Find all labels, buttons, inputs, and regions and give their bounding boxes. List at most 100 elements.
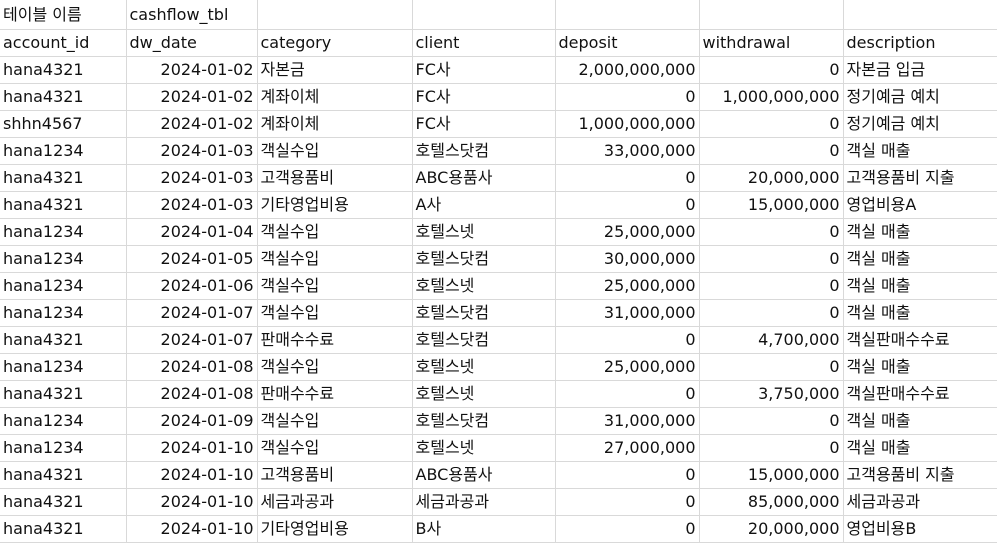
cell-description[interactable]: 영업비용A [843,191,997,219]
cell-withdrawal[interactable]: 0 [699,137,844,165]
empty-cell[interactable] [699,0,844,30]
cell-account-id[interactable]: hana1234 [0,272,127,300]
cell-client[interactable]: 호텔스닷컴 [412,326,556,354]
empty-cell[interactable] [555,0,700,30]
header-cell-withdrawal[interactable]: withdrawal [699,29,844,57]
cell-client[interactable]: 호텔스넷 [412,434,556,462]
cell-deposit[interactable]: 1,000,000,000 [555,110,700,138]
cell-category[interactable]: 계좌이체 [257,110,413,138]
cell-dw-date[interactable]: 2024-01-02 [126,83,258,111]
cell-category[interactable]: 계좌이체 [257,83,413,111]
cell-deposit[interactable]: 0 [555,380,700,408]
cell-client[interactable]: FC사 [412,83,556,111]
cell-client[interactable]: 호텔스닷컴 [412,245,556,273]
cell-description[interactable]: 객실 매출 [843,218,997,246]
cell-deposit[interactable]: 0 [555,164,700,192]
cell-withdrawal[interactable]: 0 [699,272,844,300]
cell-withdrawal[interactable]: 0 [699,353,844,381]
cell-deposit[interactable]: 25,000,000 [555,218,700,246]
cell-account-id[interactable]: hana1234 [0,407,127,435]
cell-dw-date[interactable]: 2024-01-04 [126,218,258,246]
cell-deposit[interactable]: 0 [555,83,700,111]
cell-category[interactable]: 객실수입 [257,137,413,165]
cell-withdrawal[interactable]: 0 [699,407,844,435]
cell-category[interactable]: 고객용품비 [257,461,413,489]
cell-description[interactable]: 객실판매수수료 [843,380,997,408]
cell-description[interactable]: 객실 매출 [843,272,997,300]
cell-account-id[interactable]: hana4321 [0,461,127,489]
cell-deposit[interactable]: 30,000,000 [555,245,700,273]
cell-withdrawal[interactable]: 20,000,000 [699,164,844,192]
cell-description[interactable]: 고객용품비 지출 [843,164,997,192]
cell-dw-date[interactable]: 2024-01-10 [126,434,258,462]
cell-deposit[interactable]: 0 [555,326,700,354]
cell-client[interactable]: 세금과공과 [412,488,556,516]
cell-dw-date[interactable]: 2024-01-10 [126,461,258,489]
cell-client[interactable]: 호텔스넷 [412,380,556,408]
cell-dw-date[interactable]: 2024-01-02 [126,56,258,84]
cell-dw-date[interactable]: 2024-01-06 [126,272,258,300]
cell-withdrawal[interactable]: 0 [699,56,844,84]
cell-category[interactable]: 기타영업비용 [257,515,413,543]
cell-description[interactable]: 세금과공과 [843,488,997,516]
cell-withdrawal[interactable]: 0 [699,218,844,246]
cell-dw-date[interactable]: 2024-01-09 [126,407,258,435]
cell-account-id[interactable]: hana1234 [0,299,127,327]
cell-description[interactable]: 객실 매출 [843,434,997,462]
cell-category[interactable]: 객실수입 [257,299,413,327]
cell-withdrawal[interactable]: 4,700,000 [699,326,844,354]
header-cell-category[interactable]: category [257,29,413,57]
cell-client[interactable]: 호텔스넷 [412,272,556,300]
cell-deposit[interactable]: 0 [555,191,700,219]
cell-category[interactable]: 객실수입 [257,353,413,381]
cell-account-id[interactable]: shhn4567 [0,110,127,138]
cell-dw-date[interactable]: 2024-01-10 [126,488,258,516]
cell-withdrawal[interactable]: 15,000,000 [699,191,844,219]
cell-client[interactable]: 호텔스넷 [412,353,556,381]
cell-description[interactable]: 자본금 입금 [843,56,997,84]
empty-cell[interactable] [412,0,556,30]
cell-description[interactable]: 영업비용B [843,515,997,543]
cell-dw-date[interactable]: 2024-01-07 [126,299,258,327]
cell-dw-date[interactable]: 2024-01-03 [126,164,258,192]
cell-client[interactable]: FC사 [412,110,556,138]
empty-cell[interactable] [843,0,997,30]
cell-client[interactable]: FC사 [412,56,556,84]
cell-description[interactable]: 고객용품비 지출 [843,461,997,489]
cell-withdrawal[interactable]: 1,000,000,000 [699,83,844,111]
cell-dw-date[interactable]: 2024-01-05 [126,245,258,273]
cell-category[interactable]: 판매수수료 [257,326,413,354]
cell-description[interactable]: 객실 매출 [843,245,997,273]
cell-dw-date[interactable]: 2024-01-08 [126,353,258,381]
cell-category[interactable]: 객실수입 [257,245,413,273]
cell-description[interactable]: 객실 매출 [843,407,997,435]
cell-client[interactable]: A사 [412,191,556,219]
cell-deposit[interactable]: 33,000,000 [555,137,700,165]
cell-client[interactable]: 호텔스닷컴 [412,299,556,327]
header-cell-dw-date[interactable]: dw_date [126,29,258,57]
cell-deposit[interactable]: 0 [555,488,700,516]
cell-category[interactable]: 자본금 [257,56,413,84]
cell-deposit[interactable]: 2,000,000,000 [555,56,700,84]
cell-account-id[interactable]: hana4321 [0,380,127,408]
cell-withdrawal[interactable]: 0 [699,245,844,273]
cell-category[interactable]: 객실수입 [257,407,413,435]
cell-description[interactable]: 객실 매출 [843,137,997,165]
header-cell-client[interactable]: client [412,29,556,57]
header-cell-description[interactable]: description [843,29,997,57]
empty-cell[interactable] [257,0,413,30]
cell-dw-date[interactable]: 2024-01-03 [126,191,258,219]
cell-account-id[interactable]: hana1234 [0,245,127,273]
cell-deposit[interactable]: 27,000,000 [555,434,700,462]
cell-client[interactable]: 호텔스닷컴 [412,137,556,165]
cell-account-id[interactable]: hana4321 [0,515,127,543]
header-cell-account-id[interactable]: account_id [0,29,127,57]
cell-category[interactable]: 객실수입 [257,218,413,246]
meta-label-cell[interactable]: 테이블 이름 [0,0,127,30]
cell-client[interactable]: 호텔스넷 [412,218,556,246]
cell-dw-date[interactable]: 2024-01-07 [126,326,258,354]
cell-account-id[interactable]: hana4321 [0,56,127,84]
cell-client[interactable]: 호텔스닷컴 [412,407,556,435]
cell-deposit[interactable]: 31,000,000 [555,407,700,435]
cell-account-id[interactable]: hana1234 [0,353,127,381]
